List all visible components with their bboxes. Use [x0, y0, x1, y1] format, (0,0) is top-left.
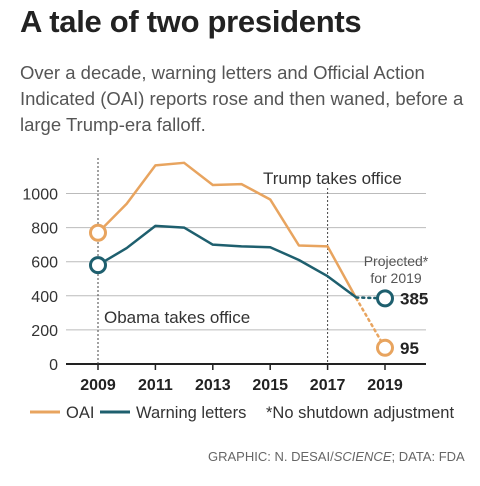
chart-title: A tale of two presidents: [20, 4, 362, 39]
event-markers: [97, 158, 329, 364]
start-point-warning: [89, 256, 107, 275]
projected-point-oai: [376, 338, 394, 357]
legend: OAI Warning letters *No shutdown adjustm…: [30, 404, 454, 422]
obama-annotation: Obama takes office: [104, 308, 250, 327]
x-tick-label-2015: 2015: [252, 377, 288, 394]
chart-labels: 0 200 400 600 800 1000 2009 2011 2013 2015 2017 201…: [22, 187, 428, 395]
x-tick-label-2011: 2011: [138, 377, 173, 394]
credit-prefix: GRAPHIC: N. DESAI/: [208, 449, 334, 464]
legend-label-oai: OAI: [66, 404, 94, 422]
credit-suffix: ; DATA: FDA: [391, 449, 465, 464]
graphic-credit: GRAPHIC: N. DESAI/SCIENCE; DATA: FDA: [208, 449, 465, 464]
x-tick-label-2019: 2019: [367, 377, 403, 394]
grid-lines: [66, 193, 426, 370]
y-tick-label-200: 200: [31, 323, 58, 340]
projected-annotation-line1: Projected*: [364, 253, 429, 269]
y-tick-label-0: 0: [49, 357, 58, 374]
series-line-warning: [97, 224, 358, 299]
projected-value-label-warning: 385: [400, 289, 428, 308]
legend-note: *No shutdown adjustment: [266, 404, 454, 422]
y-tick-label-600: 600: [31, 255, 58, 272]
legend-label-warning: Warning letters: [136, 404, 246, 422]
start-point-oai: [89, 223, 107, 242]
projected-point-warning: [376, 289, 394, 308]
x-tick-label-2017: 2017: [310, 377, 346, 394]
x-tick-label-2009: 2009: [80, 377, 116, 394]
y-tick-label-800: 800: [31, 221, 58, 238]
y-tick-label-1000: 1000: [22, 187, 58, 204]
y-tick-label-400: 400: [31, 289, 58, 306]
x-tick-label-2013: 2013: [195, 377, 231, 394]
series-line-oai: [97, 161, 358, 299]
credit-publication: SCIENCE: [333, 449, 392, 464]
trump-annotation: Trump takes office: [263, 169, 402, 188]
projected-value-label-oai: 95: [400, 339, 419, 358]
series-lines: [97, 161, 387, 350]
chart-subtitle: Over a decade, warning letters and Offic…: [20, 62, 464, 135]
projected-annotation-line2: for 2019: [370, 270, 422, 286]
endpoint-markers: [89, 223, 394, 357]
projected-line-oai: [355, 297, 387, 350]
